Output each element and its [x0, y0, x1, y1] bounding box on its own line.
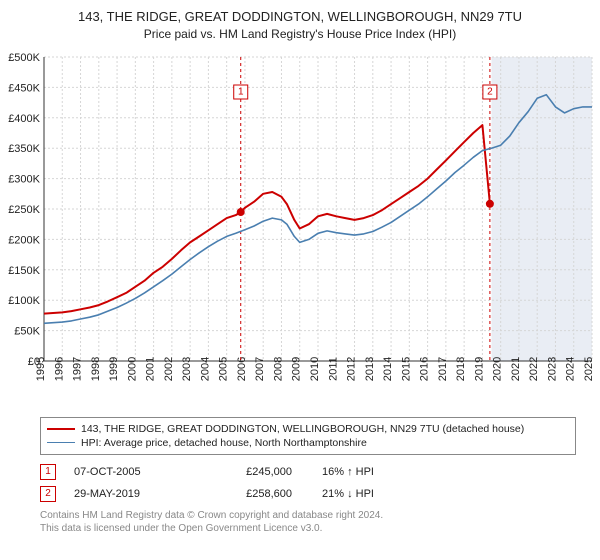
svg-text:1996: 1996 — [53, 357, 65, 381]
svg-text:2004: 2004 — [199, 357, 211, 381]
svg-text:2023: 2023 — [546, 357, 558, 381]
svg-text:2015: 2015 — [400, 357, 412, 381]
svg-text:2012: 2012 — [346, 357, 358, 381]
svg-text:2008: 2008 — [272, 357, 284, 381]
svg-text:£250K: £250K — [8, 204, 40, 216]
svg-text:2020: 2020 — [492, 357, 504, 381]
svg-text:1998: 1998 — [90, 357, 102, 381]
legend-row-hpi: HPI: Average price, detached house, Nort… — [47, 436, 569, 450]
svg-text:1995: 1995 — [35, 357, 47, 381]
marker-box-2: 2 — [40, 486, 56, 502]
transaction-hpi-1: 16% ↑ HPI — [310, 466, 412, 478]
svg-text:2025: 2025 — [583, 357, 595, 381]
svg-text:£100K: £100K — [8, 295, 40, 307]
svg-text:2002: 2002 — [163, 357, 175, 381]
svg-text:2006: 2006 — [236, 357, 248, 381]
svg-text:2024: 2024 — [565, 357, 577, 381]
legend-swatch-hpi — [47, 442, 75, 443]
svg-text:2001: 2001 — [145, 357, 157, 381]
chart-title-sub: Price paid vs. HM Land Registry's House … — [10, 26, 590, 43]
legend-row-property: 143, THE RIDGE, GREAT DODDINGTON, WELLIN… — [47, 422, 569, 436]
transaction-price-2: £258,600 — [202, 488, 292, 500]
chart-title-block: 143, THE RIDGE, GREAT DODDINGTON, WELLIN… — [0, 0, 600, 49]
svg-text:2022: 2022 — [528, 357, 540, 381]
legend-box: 143, THE RIDGE, GREAT DODDINGTON, WELLIN… — [40, 417, 576, 455]
svg-text:£200K: £200K — [8, 234, 40, 246]
transaction-table: 1 07-OCT-2005 £245,000 16% ↑ HPI 2 29-MA… — [40, 461, 576, 505]
chart-area: £0£50K£100K£150K£200K£250K£300K£350K£400… — [0, 49, 600, 409]
svg-text:2010: 2010 — [309, 357, 321, 381]
transaction-row-2: 2 29-MAY-2019 £258,600 21% ↓ HPI — [40, 483, 576, 505]
svg-text:£150K: £150K — [8, 265, 40, 277]
svg-text:2021: 2021 — [510, 357, 522, 381]
legend-label-hpi: HPI: Average price, detached house, Nort… — [81, 437, 367, 449]
svg-text:2019: 2019 — [473, 357, 485, 381]
svg-text:1999: 1999 — [108, 357, 120, 381]
svg-text:2017: 2017 — [437, 357, 449, 381]
transaction-date-1: 07-OCT-2005 — [74, 466, 184, 478]
svg-text:2007: 2007 — [254, 357, 266, 381]
footnote-line1: Contains HM Land Registry data © Crown c… — [40, 509, 576, 522]
marker-box-1: 1 — [40, 464, 56, 480]
svg-text:2003: 2003 — [181, 357, 193, 381]
svg-text:1: 1 — [238, 86, 244, 97]
transaction-date-2: 29-MAY-2019 — [74, 488, 184, 500]
svg-text:2016: 2016 — [419, 357, 431, 381]
footnote: Contains HM Land Registry data © Crown c… — [40, 509, 576, 535]
svg-text:2018: 2018 — [455, 357, 467, 381]
svg-text:2000: 2000 — [126, 357, 138, 381]
chart-title-main: 143, THE RIDGE, GREAT DODDINGTON, WELLIN… — [10, 8, 590, 26]
transaction-hpi-2: 21% ↓ HPI — [310, 488, 412, 500]
svg-text:£450K: £450K — [8, 82, 40, 94]
svg-text:2013: 2013 — [364, 357, 376, 381]
svg-text:£500K: £500K — [8, 52, 40, 64]
line-chart-svg: £0£50K£100K£150K£200K£250K£300K£350K£400… — [0, 49, 600, 409]
svg-text:£300K: £300K — [8, 174, 40, 186]
transaction-row-1: 1 07-OCT-2005 £245,000 16% ↑ HPI — [40, 461, 576, 483]
legend-swatch-property — [47, 428, 75, 430]
svg-text:2009: 2009 — [291, 357, 303, 381]
svg-text:1997: 1997 — [72, 357, 84, 381]
svg-text:2005: 2005 — [218, 357, 230, 381]
legend-label-property: 143, THE RIDGE, GREAT DODDINGTON, WELLIN… — [81, 423, 524, 435]
svg-text:2014: 2014 — [382, 357, 394, 381]
svg-text:£50K: £50K — [14, 326, 40, 338]
svg-text:£400K: £400K — [8, 113, 40, 125]
footnote-line2: This data is licensed under the Open Gov… — [40, 522, 576, 535]
svg-text:£350K: £350K — [8, 143, 40, 155]
svg-text:2: 2 — [487, 86, 493, 97]
transaction-price-1: £245,000 — [202, 466, 292, 478]
